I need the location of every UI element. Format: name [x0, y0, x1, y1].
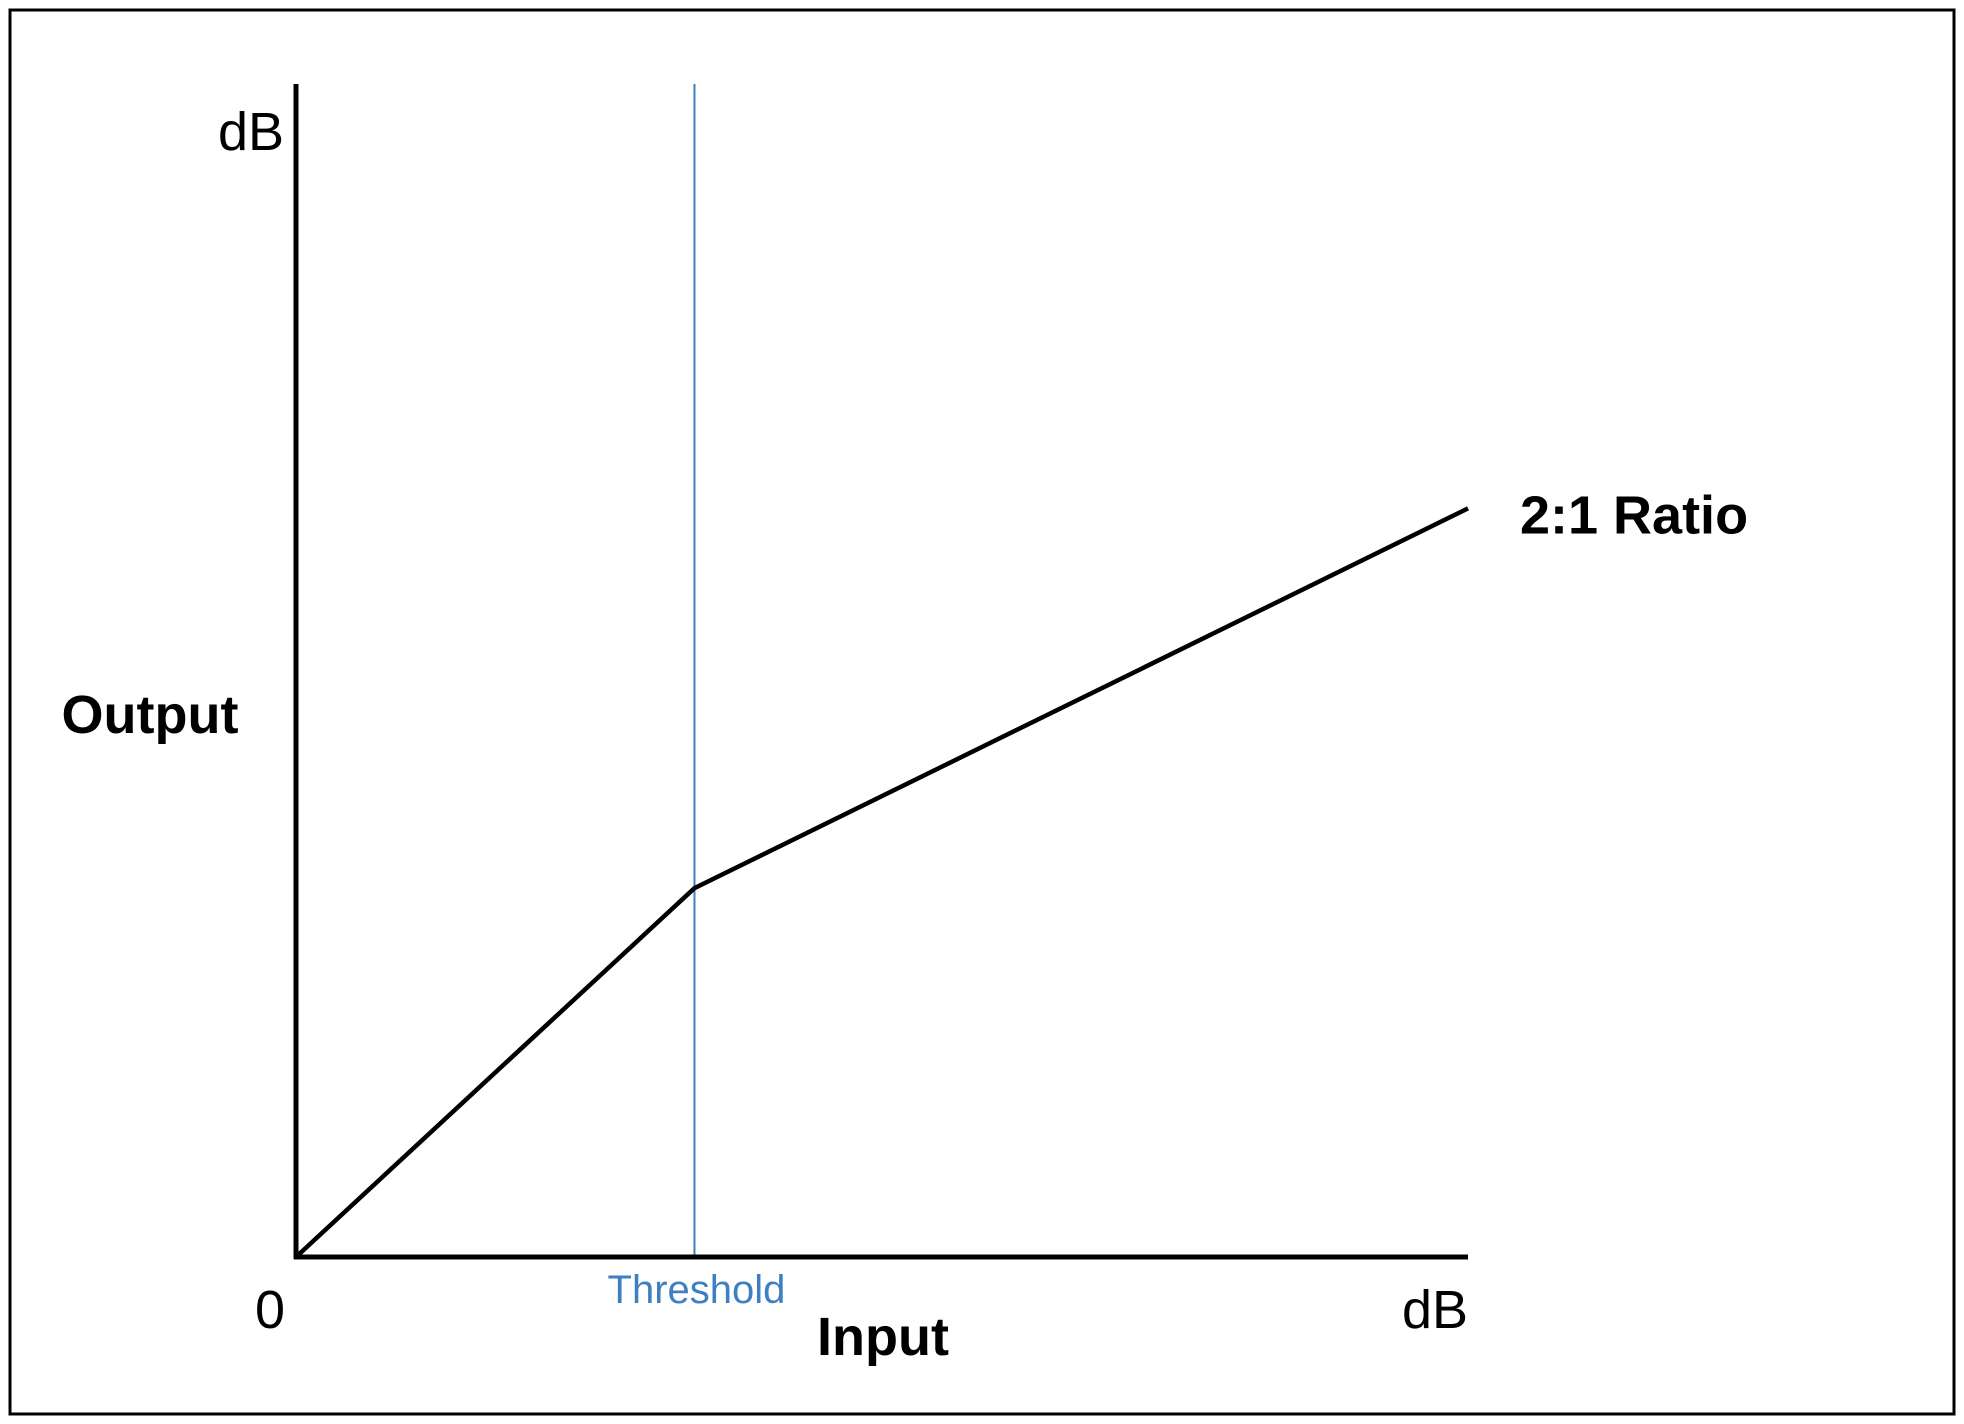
origin-label: 0 [255, 1280, 285, 1340]
y-axis-unit-label: dB [218, 102, 284, 162]
x-axis-title: Input [817, 1307, 949, 1367]
x-axis-unit-label: dB [1402, 1280, 1468, 1340]
series-label-2-1-ratio: 2:1 Ratio [1520, 485, 1748, 545]
y-axis-title: Output [62, 685, 239, 745]
transfer-curve-line [294, 506, 1469, 1259]
figure-frame [8, 8, 1956, 1416]
threshold-label: Threshold [608, 1268, 786, 1312]
plot-area [293, 84, 1469, 1260]
